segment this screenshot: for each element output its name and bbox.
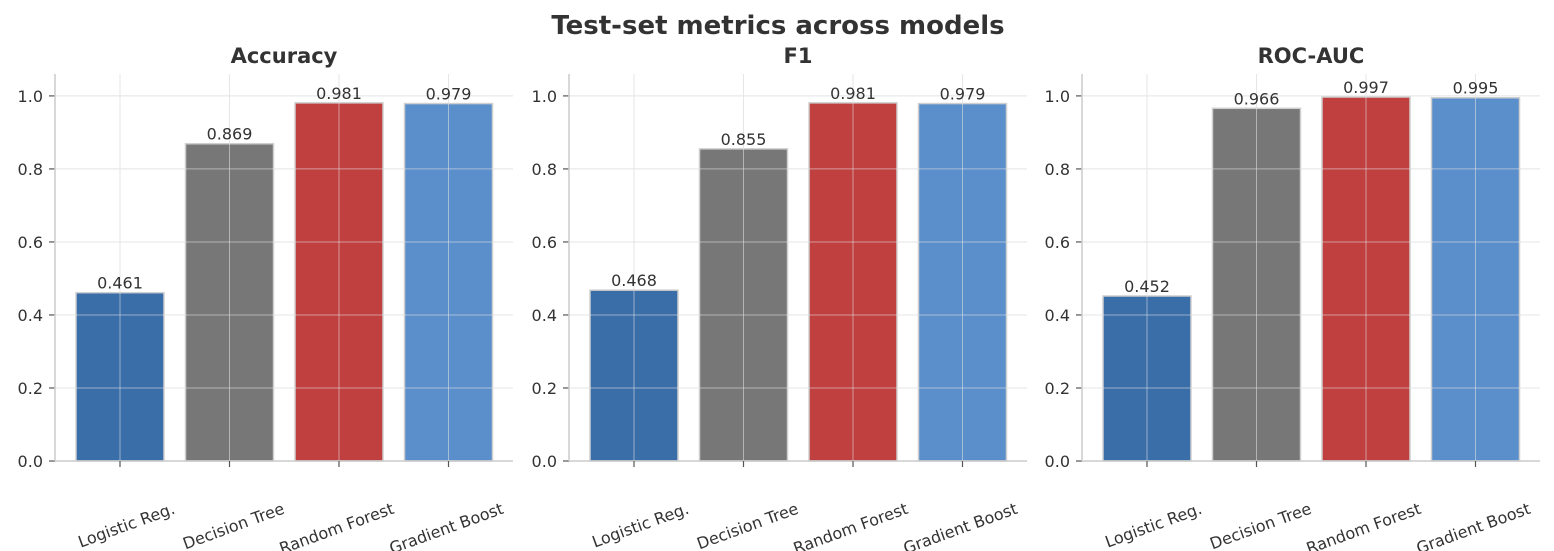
x-tick-label: Random Forest	[277, 499, 397, 551]
panel-title: Accuracy	[231, 44, 338, 68]
y-tick-label: 1.0	[532, 87, 557, 106]
y-tick-label: 0.0	[532, 452, 557, 471]
y-tick-label: 0.2	[18, 379, 43, 398]
data-label: 0.995	[1453, 79, 1499, 98]
x-tick-label: Gradient Boost	[387, 499, 506, 551]
data-label: 0.979	[426, 85, 472, 104]
x-tick-label: Gradient Boost	[1414, 499, 1533, 551]
data-label: 0.997	[1343, 78, 1389, 97]
y-tick-label: 0.0	[1045, 452, 1070, 471]
chart-panel: Accuracy 0.0 0.2 0.4 0.6 0.8 1.0 0.461 0.869 0.98…	[18, 44, 513, 551]
data-label: 0.981	[830, 84, 876, 103]
y-tick-label: 0.8	[532, 160, 557, 179]
y-tick-label: 0.4	[18, 306, 43, 325]
x-tick-label: Decision Tree	[180, 499, 287, 551]
data-label: 0.979	[940, 85, 986, 104]
x-tick-label: Random Forest	[791, 499, 911, 551]
x-tick-label: Gradient Boost	[901, 499, 1020, 551]
data-label: 0.966	[1234, 89, 1280, 108]
data-label: 0.855	[721, 130, 767, 149]
y-tick-label: 0.4	[1045, 306, 1070, 325]
y-tick-label: 0.4	[532, 306, 557, 325]
data-label: 0.452	[1124, 277, 1170, 296]
y-tick-label: 0.2	[532, 379, 557, 398]
panel-title: F1	[784, 44, 813, 68]
x-tick-label: Logistic Reg.	[590, 499, 692, 551]
y-tick-label: 1.0	[18, 87, 43, 106]
y-tick-label: 0.0	[18, 452, 43, 471]
x-tick-label: Decision Tree	[694, 499, 801, 551]
y-tick-label: 0.2	[1045, 379, 1070, 398]
chart-panels: Accuracy 0.0 0.2 0.4 0.6 0.8 1.0 0.461 0.869 0.98…	[18, 44, 1540, 551]
x-tick-label: Logistic Reg.	[76, 499, 178, 551]
chart-panel: F1 0.0 0.2 0.4 0.6 0.8 1.0 0.468 0.855 0.981 0.979…	[532, 44, 1027, 551]
x-tick-label: Random Forest	[1304, 499, 1424, 551]
x-tick-label: Logistic Reg.	[1103, 499, 1205, 551]
data-label: 0.468	[611, 271, 657, 290]
panel-title: ROC-AUC	[1258, 44, 1365, 68]
data-label: 0.461	[97, 274, 143, 293]
x-tick-label: Decision Tree	[1207, 499, 1314, 551]
data-label: 0.869	[207, 125, 253, 144]
y-tick-label: 0.6	[1045, 233, 1070, 252]
y-tick-label: 0.8	[18, 160, 43, 179]
figure-title: Test-set metrics across models	[551, 11, 1004, 41]
data-label: 0.981	[316, 84, 362, 103]
y-tick-label: 0.6	[532, 233, 557, 252]
y-tick-label: 0.8	[1045, 160, 1070, 179]
chart-panel: ROC-AUC 0.0 0.2 0.4 0.6 0.8 1.0 0.452 0.966 0.997…	[1045, 44, 1540, 551]
y-tick-label: 0.6	[18, 233, 43, 252]
y-tick-label: 1.0	[1045, 87, 1070, 106]
